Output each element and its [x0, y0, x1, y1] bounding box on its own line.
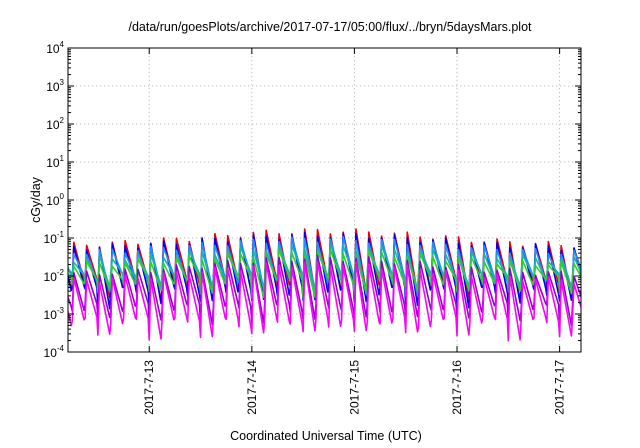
y-tick-exponent: 2	[60, 116, 65, 125]
y-tick-base: 10	[46, 42, 60, 56]
series-line	[68, 260, 581, 342]
y-tick-exponent: 0	[60, 192, 65, 201]
x-tick-label: 2017-7-13	[142, 360, 156, 415]
series-layer	[68, 228, 581, 342]
y-tick-base: 10	[44, 232, 58, 246]
y-tick-exponent: 1	[60, 154, 65, 163]
y-tick-base: 10	[44, 270, 58, 284]
y-axis-label: cGy/day	[29, 176, 43, 223]
y-tick-exponent: -4	[57, 344, 65, 353]
y-tick-label: 10-4	[44, 344, 65, 360]
y-tick-base: 10	[44, 346, 58, 360]
x-tick-label: 2017-7-15	[347, 360, 361, 415]
y-tick-exponent: -3	[57, 306, 65, 315]
y-tick-exponent: 3	[60, 78, 65, 87]
y-tick-label: 10-3	[44, 306, 65, 322]
chart-title: /data/run/goesPlots/archive/2017-07-17/0…	[128, 20, 532, 34]
y-tick-exponent: -1	[57, 230, 65, 239]
y-tick-base: 10	[46, 118, 60, 132]
y-tick-base: 10	[44, 308, 58, 322]
y-tick-label: 100	[46, 192, 64, 208]
x-axis-label: Coordinated Universal Time (UTC)	[230, 429, 422, 443]
y-tick-label: 102	[46, 116, 64, 132]
y-tick-exponent: -2	[57, 268, 65, 277]
ticks: 10-410-310-210-11001011021031042017-7-13…	[44, 40, 581, 415]
y-tick-label: 10-1	[44, 230, 65, 246]
y-tick-label: 104	[46, 40, 64, 56]
series-line	[68, 248, 581, 300]
y-tick-exponent: 4	[60, 40, 65, 49]
y-tick-base: 10	[46, 80, 60, 94]
y-tick-base: 10	[46, 156, 60, 170]
y-tick-label: 101	[46, 154, 64, 170]
y-tick-base: 10	[46, 194, 60, 208]
x-tick-label: 2017-7-14	[245, 360, 259, 415]
x-tick-label: 2017-7-17	[553, 360, 567, 415]
y-tick-label: 103	[46, 78, 64, 94]
x-tick-label: 2017-7-16	[450, 360, 464, 415]
y-tick-label: 10-2	[44, 268, 65, 284]
